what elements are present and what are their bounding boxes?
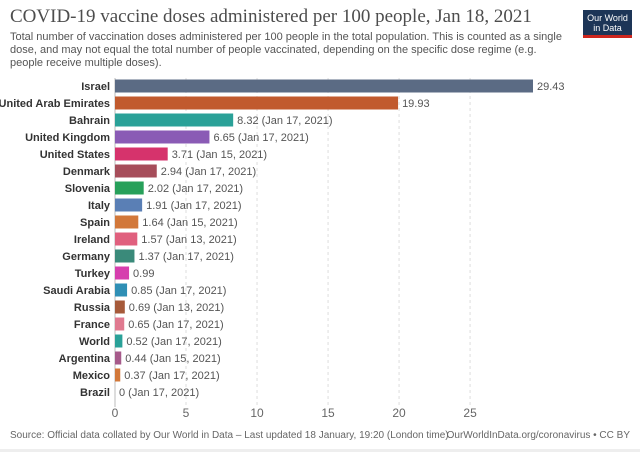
category-label: Brazil (80, 387, 110, 399)
bar (115, 351, 122, 365)
bar (115, 249, 135, 263)
value-label: 6.65 (Jan 17, 2021) (213, 132, 308, 144)
category-label: Turkey (75, 268, 111, 280)
bar (115, 266, 130, 280)
category-label: Spain (80, 217, 110, 229)
value-label: 2.94 (Jan 17, 2021) (161, 166, 256, 178)
bar (115, 283, 128, 297)
category-label: Ireland (74, 234, 110, 246)
category-label: Slovenia (65, 183, 111, 195)
category-label: United Kingdom (25, 132, 110, 144)
x-tick-label: 5 (183, 406, 190, 420)
value-label: 2.02 (Jan 17, 2021) (148, 183, 243, 195)
x-tick-label: 20 (392, 406, 406, 420)
value-label: 1.57 (Jan 13, 2021) (141, 234, 236, 246)
bar (115, 300, 125, 314)
bar (115, 368, 121, 382)
value-label: 0.37 (Jan 17, 2021) (124, 370, 219, 382)
value-label: 1.37 (Jan 17, 2021) (138, 251, 233, 263)
bar (115, 96, 399, 110)
bar (115, 79, 533, 93)
value-label: 3.71 (Jan 15, 2021) (172, 149, 267, 161)
category-label: Israel (81, 81, 110, 93)
chart-subtitle: Total number of vaccination doses admini… (10, 31, 562, 69)
chart-title: COVID-19 vaccine doses administered per … (10, 6, 532, 27)
value-label: 19.93 (402, 98, 430, 110)
category-label: Bahrain (69, 115, 110, 127)
value-label: 0.44 (Jan 15, 2021) (125, 353, 220, 365)
bar (115, 198, 143, 212)
value-label: 1.64 (Jan 15, 2021) (142, 217, 237, 229)
category-label: Mexico (73, 370, 111, 382)
value-label: 0.69 (Jan 13, 2021) (129, 302, 224, 314)
x-tick-label: 25 (463, 406, 477, 420)
source-note: Source: Official data collated by Our Wo… (10, 430, 449, 441)
value-label: 0.65 (Jan 17, 2021) (128, 319, 223, 331)
value-label: 0.52 (Jan 17, 2021) (126, 336, 221, 348)
value-label: 0.99 (133, 268, 154, 280)
category-label: World (79, 336, 110, 348)
category-label: Russia (74, 302, 111, 314)
category-label: United States (40, 149, 110, 161)
logo-line-1: Our World (587, 13, 628, 23)
x-tick-label: 0 (112, 406, 119, 420)
category-label: Denmark (63, 166, 111, 178)
bottom-divider (0, 449, 640, 452)
category-label: Saudi Arabia (43, 285, 111, 297)
bar (115, 215, 139, 229)
category-label: Italy (88, 200, 111, 212)
bar (115, 181, 144, 195)
bar (115, 147, 168, 161)
x-tick-label: 10 (250, 406, 264, 420)
bar (115, 130, 210, 144)
value-label: 0 (Jan 17, 2021) (119, 387, 199, 399)
value-label: 0.85 (Jan 17, 2021) (131, 285, 226, 297)
bar (115, 113, 234, 127)
value-label: 8.32 (Jan 17, 2021) (237, 115, 332, 127)
bar (115, 334, 123, 348)
bar (115, 232, 138, 246)
logo-line-2: in Data (593, 23, 622, 33)
category-label: Germany (62, 251, 111, 263)
bar (115, 317, 125, 331)
value-label: 29.43 (537, 81, 565, 93)
credit-link[interactable]: OurWorldInData.org/coronavirus • CC BY (446, 430, 630, 441)
category-label: France (74, 319, 110, 331)
x-tick-label: 15 (321, 406, 335, 420)
bar (115, 164, 157, 178)
category-label: Argentina (59, 353, 111, 365)
owid-logo[interactable]: Our World in Data (583, 10, 632, 38)
value-label: 1.91 (Jan 17, 2021) (146, 200, 241, 212)
category-label: United Arab Emirates (0, 98, 110, 110)
